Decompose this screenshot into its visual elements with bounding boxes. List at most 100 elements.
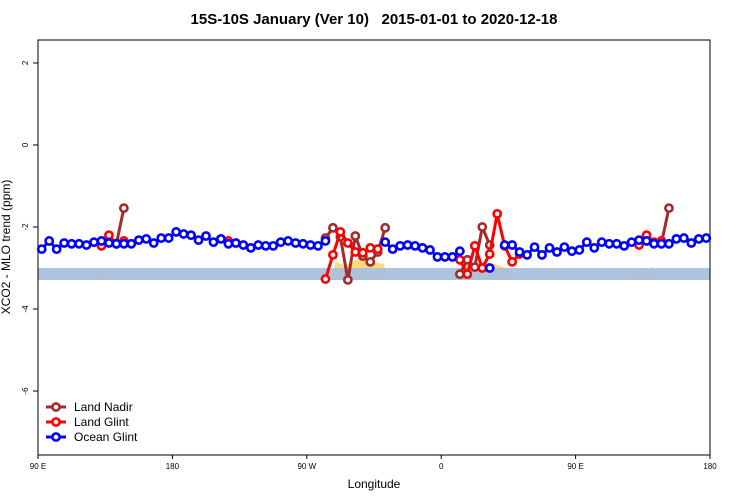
x-tick-label: 180 bbox=[166, 462, 180, 471]
data-point bbox=[133, 235, 144, 246]
y-tick-label: -4 bbox=[21, 305, 30, 313]
y-tick-label: -2 bbox=[21, 223, 30, 231]
data-point bbox=[320, 236, 331, 246]
data-point bbox=[604, 238, 615, 249]
data-point bbox=[701, 233, 712, 243]
data-point bbox=[589, 243, 600, 253]
data-point bbox=[328, 222, 338, 233]
data-point bbox=[626, 237, 637, 248]
data-point bbox=[171, 227, 182, 237]
data-point bbox=[529, 242, 540, 252]
x-tick-label: 0 bbox=[439, 462, 444, 471]
data-point bbox=[260, 240, 271, 251]
data-point bbox=[387, 244, 398, 255]
data-point bbox=[380, 222, 391, 233]
data-point bbox=[499, 240, 510, 250]
x-axis-label: Longitude bbox=[348, 477, 401, 491]
data-point bbox=[156, 233, 167, 243]
data-point bbox=[507, 240, 518, 250]
data-point bbox=[89, 237, 99, 248]
data-point bbox=[283, 236, 294, 246]
data-point bbox=[469, 262, 480, 273]
data-point bbox=[59, 238, 70, 248]
data-point bbox=[619, 240, 630, 251]
data-point bbox=[671, 233, 682, 244]
data-point bbox=[357, 247, 368, 258]
data-point bbox=[104, 238, 114, 248]
data-point bbox=[686, 238, 697, 248]
data-point bbox=[552, 247, 562, 257]
data-point bbox=[477, 263, 488, 273]
chart-title: 15S-10S January (Ver 10) 2015-01-01 to 2… bbox=[191, 11, 558, 28]
y-tick-label: 2 bbox=[21, 60, 30, 65]
data-point bbox=[417, 243, 428, 253]
data-point bbox=[514, 247, 525, 257]
legend-marker bbox=[51, 402, 61, 412]
data-point bbox=[253, 240, 264, 250]
legend-label: Land Glint bbox=[74, 415, 129, 429]
data-point bbox=[126, 238, 137, 249]
data-point bbox=[36, 244, 47, 255]
data-point bbox=[596, 237, 607, 248]
x-tick-label: 180 bbox=[703, 462, 717, 471]
data-point bbox=[186, 230, 196, 241]
data-point bbox=[649, 238, 659, 249]
data-point bbox=[342, 238, 353, 248]
y-axis-label: XCO2 - MLO trend (ppm) bbox=[0, 180, 13, 315]
series-line bbox=[100, 213, 662, 280]
data-point bbox=[148, 238, 159, 248]
data-point bbox=[365, 243, 376, 253]
data-point bbox=[268, 240, 279, 251]
data-point bbox=[611, 238, 622, 249]
data-point bbox=[216, 233, 226, 244]
data-point bbox=[275, 237, 286, 248]
data-point bbox=[664, 238, 674, 249]
legend-marker bbox=[51, 432, 61, 442]
data-point bbox=[477, 222, 488, 232]
data-point bbox=[372, 244, 383, 255]
data-point bbox=[208, 237, 219, 248]
data-point bbox=[566, 246, 577, 257]
data-point bbox=[469, 240, 480, 251]
x-tick-label: 90 E bbox=[30, 462, 46, 471]
data-point bbox=[313, 240, 323, 251]
data-point bbox=[581, 237, 592, 248]
data-point bbox=[410, 240, 420, 251]
data-point bbox=[484, 249, 495, 259]
legend-label: Land Nadir bbox=[74, 400, 133, 414]
data-point bbox=[454, 269, 465, 280]
data-point bbox=[290, 238, 301, 248]
data-point bbox=[163, 233, 174, 243]
data-point bbox=[51, 244, 62, 255]
data-point bbox=[96, 236, 107, 246]
data-point bbox=[492, 208, 503, 219]
data-point bbox=[454, 246, 465, 257]
data-point bbox=[74, 238, 84, 249]
data-point bbox=[559, 242, 570, 252]
data-point bbox=[678, 233, 689, 243]
data-point bbox=[201, 231, 211, 241]
data-point bbox=[305, 240, 316, 250]
data-point bbox=[656, 238, 667, 249]
data-point bbox=[328, 249, 338, 260]
y-tick-label: -6 bbox=[21, 387, 30, 395]
data-point bbox=[574, 245, 585, 255]
data-point bbox=[380, 237, 391, 248]
data-point bbox=[537, 249, 547, 260]
data-point bbox=[118, 238, 129, 249]
data-point bbox=[320, 274, 331, 284]
data-point bbox=[335, 227, 346, 237]
data-point bbox=[365, 256, 376, 267]
data-point bbox=[350, 231, 361, 241]
data-point bbox=[81, 240, 92, 250]
legend-marker bbox=[51, 417, 61, 427]
data-point bbox=[462, 269, 473, 280]
data-point bbox=[544, 243, 555, 253]
data-point bbox=[342, 274, 353, 285]
data-point bbox=[245, 243, 256, 253]
x-tick-label: 90 W bbox=[297, 462, 316, 471]
data-point bbox=[693, 233, 704, 244]
data-point bbox=[440, 252, 450, 262]
data-point bbox=[223, 238, 234, 249]
data-point bbox=[230, 238, 241, 248]
